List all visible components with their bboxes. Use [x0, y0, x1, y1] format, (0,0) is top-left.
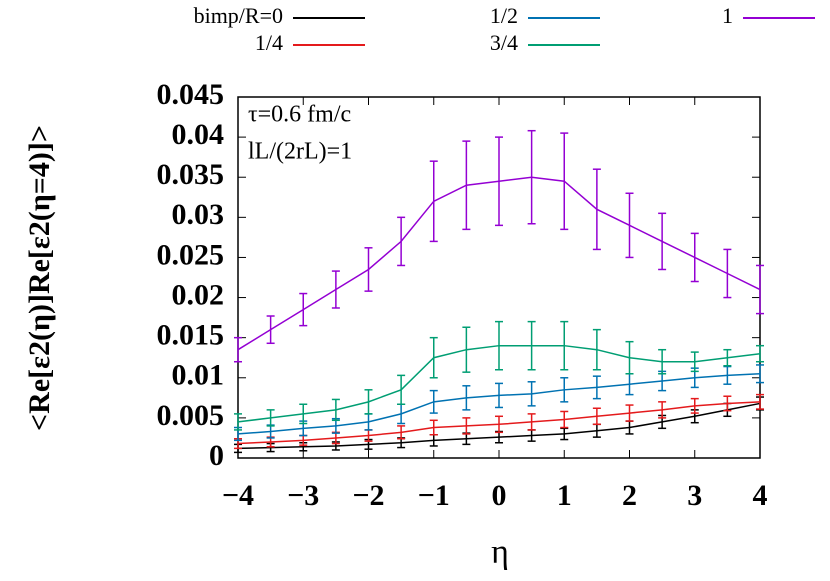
error-bar	[592, 375, 601, 400]
error-bar	[756, 393, 764, 410]
error-bar	[397, 374, 406, 406]
x-tick-label: 3	[687, 479, 702, 512]
annotation: τ=0.6 fm/c	[248, 102, 351, 128]
error-bar	[723, 365, 732, 385]
error-bar	[756, 264, 764, 315]
error-bar	[658, 401, 667, 419]
error-bar	[397, 425, 406, 440]
error-bar	[364, 247, 373, 292]
error-bar	[462, 140, 471, 231]
error-bar	[756, 344, 764, 363]
error-bar	[397, 216, 406, 267]
error-bar	[429, 336, 438, 379]
y-axis-label: <Re[ε2(η)]Re[ε2(η=4)]>	[23, 125, 56, 431]
error-bar	[462, 326, 471, 373]
error-bar	[364, 389, 373, 415]
error-bar	[331, 270, 340, 309]
annotation: lL/(2rL)=1	[248, 139, 352, 165]
legend-label: 3/4	[490, 30, 518, 55]
error-bar	[331, 398, 340, 422]
error-bar	[723, 248, 732, 299]
error-bar	[658, 212, 667, 271]
error-bar	[527, 129, 536, 225]
error-bar	[299, 403, 308, 425]
x-tick-label: −1	[418, 479, 450, 512]
error-bar	[560, 377, 569, 403]
error-bar	[527, 381, 536, 407]
error-bar	[234, 336, 242, 363]
error-bar	[723, 348, 732, 367]
error-bar	[495, 136, 503, 227]
error-bar	[527, 320, 536, 371]
error-bar	[560, 410, 569, 429]
y-tick-label: 0.005	[157, 399, 225, 432]
legend-label: 1	[722, 3, 733, 28]
x-tick-label: −4	[222, 479, 254, 512]
error-bar	[429, 389, 438, 414]
legend-label: bimp/R=0	[194, 3, 283, 28]
error-bar	[462, 385, 471, 411]
error-bar	[429, 419, 438, 436]
y-tick-label: 0.015	[157, 319, 225, 352]
error-bar	[560, 132, 569, 231]
error-bar	[690, 351, 699, 373]
x-tick-label: −3	[287, 479, 319, 512]
y-tick-label: 0.025	[157, 238, 225, 271]
legend-label: 1/2	[490, 3, 518, 28]
error-bar	[592, 328, 601, 371]
x-tick-label: 1	[557, 479, 572, 512]
error-bar	[495, 415, 503, 434]
error-bar	[560, 427, 569, 441]
y-tick-label: 0.03	[172, 198, 225, 231]
error-bar	[560, 320, 569, 371]
error-bar	[625, 192, 634, 259]
error-bar	[234, 413, 242, 431]
y-tick-label: 0.02	[172, 278, 225, 311]
legend-label: 1/4	[255, 30, 283, 55]
error-bar	[495, 320, 503, 371]
error-bar	[625, 404, 634, 422]
y-tick-label: 0.04	[172, 118, 225, 151]
y-tick-label: 0	[209, 439, 224, 472]
y-tick-label: 0.01	[172, 359, 225, 392]
y-tick-label: 0.045	[157, 78, 225, 111]
error-bar	[266, 315, 275, 345]
error-bar	[429, 160, 438, 243]
x-tick-label: 2	[622, 479, 637, 512]
error-bar	[495, 382, 503, 409]
error-bar	[756, 364, 764, 384]
y-tick-label: 0.035	[157, 158, 225, 191]
error-bar	[658, 348, 667, 375]
x-tick-label: 0	[492, 479, 507, 512]
x-tick-label: 4	[753, 479, 768, 512]
error-bar	[527, 413, 536, 431]
error-bar	[592, 168, 601, 251]
x-tick-label: −2	[352, 479, 384, 512]
error-bar	[462, 417, 471, 435]
x-axis-label: η	[491, 534, 509, 571]
error-bar	[690, 232, 699, 283]
error-bar	[266, 409, 275, 427]
error-bar	[723, 395, 732, 412]
error-bar	[299, 292, 308, 327]
error-bar	[592, 407, 601, 426]
error-bar	[625, 340, 634, 375]
error-bar	[690, 397, 699, 414]
